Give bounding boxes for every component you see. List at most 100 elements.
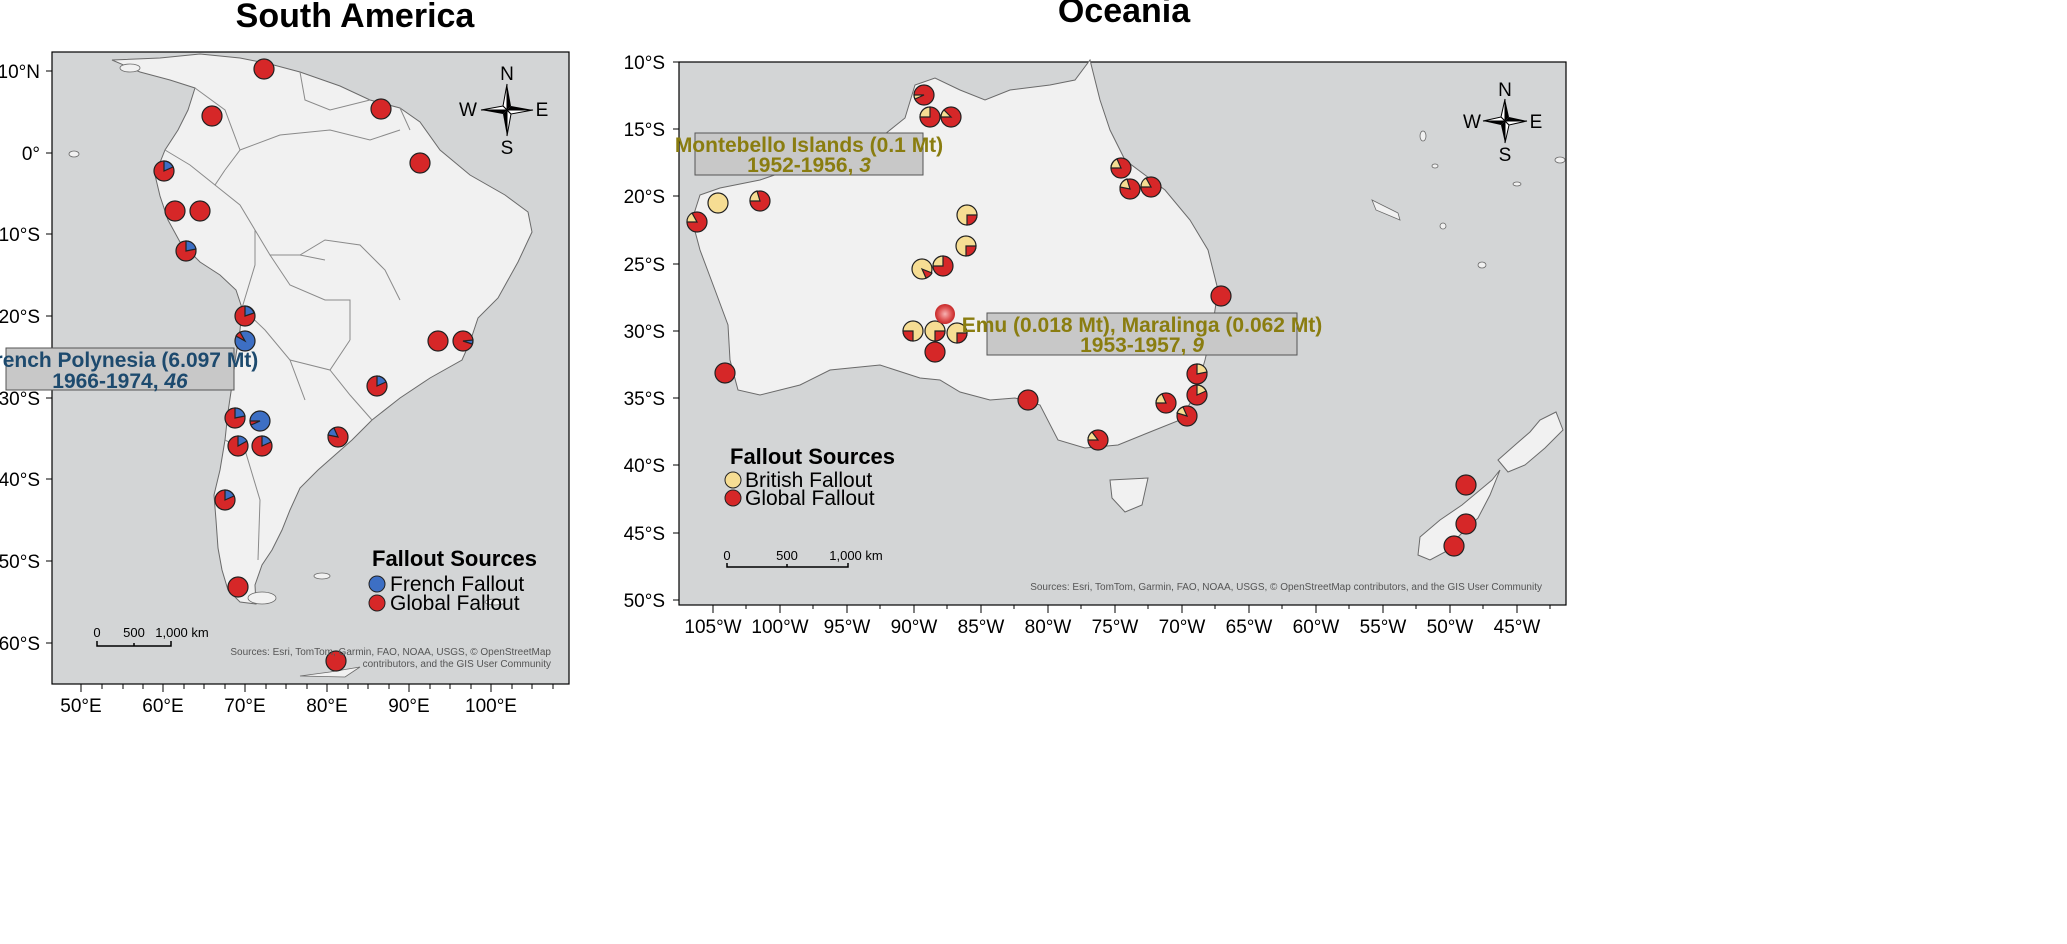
oc-lon-tick-label: 85°W	[958, 617, 1005, 638]
sources-credit-line-1: Sources: Esri, TomTom, Garmin, FAO, NOAA…	[230, 647, 551, 658]
site-marker-global	[1455, 474, 1477, 496]
site-marker-global	[164, 200, 186, 222]
site-marker-global	[189, 200, 211, 222]
site-marker-global	[409, 152, 431, 174]
site-marker-mixed	[924, 320, 946, 342]
south-america-landmass	[111, 53, 533, 605]
site-marker-mixed	[1155, 392, 1177, 414]
site-marker-mixed	[932, 255, 954, 277]
site-marker-british	[707, 192, 729, 214]
oceania-compass: N S W E	[1463, 80, 1542, 166]
legend-swatch-global	[724, 489, 742, 507]
site-marker-mixed	[1110, 157, 1132, 179]
site-marker-mixed	[911, 258, 933, 280]
emu-maralinga-annotation: Emu (0.018 Mt), Maralinga (0.062 Mt) 195…	[962, 312, 1323, 357]
oc-lon-tick-label: 100°W	[751, 617, 808, 638]
sa-lon-tick-label: 100°E	[465, 696, 517, 717]
south-america-site-markers	[153, 58, 474, 672]
site-marker-mixed	[251, 435, 273, 457]
oc-lon-tick-label: 90°W	[891, 617, 938, 638]
site-marker-mixed	[1176, 405, 1198, 427]
annotation-years: 1966-1974, 46	[52, 370, 188, 393]
sa-lon-tick-label: 60°E	[142, 696, 183, 717]
oceania-lat-axis	[673, 61, 679, 601]
site-marker-mixed	[249, 410, 271, 432]
site-marker-mixed	[1186, 384, 1208, 406]
oc-lon-tick-label: 65°W	[1226, 617, 1273, 638]
scale-label-1000: 1,000 km	[829, 548, 882, 563]
compass-north-label: N	[1498, 80, 1512, 101]
site-marker-mixed	[902, 320, 924, 342]
south-america-title: South America	[236, 0, 476, 35]
tasmania-landmass	[1109, 477, 1149, 513]
site-marker-mixed	[686, 211, 708, 233]
oc-lat-tick-label: 30°S	[624, 322, 665, 343]
oc-lon-tick-label: 45°W	[1494, 617, 1541, 638]
site-marker-global	[253, 58, 275, 80]
site-marker-mixed	[955, 235, 977, 257]
french-polynesia-annotation: French Polynesia (6.097 Mt) 1966-1974, 4…	[0, 347, 258, 393]
oc-lat-tick-label: 20°S	[624, 187, 665, 208]
site-marker-mixed	[749, 190, 771, 212]
site-marker-global	[325, 650, 347, 672]
sa-lat-tick-label: 60°S	[0, 634, 40, 655]
compass-south-label: S	[501, 138, 514, 159]
legend-swatch-french	[368, 575, 386, 593]
site-marker-global	[201, 105, 223, 127]
oc-lat-tick-label: 35°S	[624, 389, 665, 410]
site-marker-mixed	[1140, 176, 1162, 198]
site-marker-mixed	[1119, 178, 1141, 200]
oceania-legend: Fallout Sources British Fallout Global F…	[724, 444, 895, 510]
oc-lon-tick-label: 50°W	[1427, 617, 1474, 638]
legend-swatch-global	[368, 594, 386, 612]
montebello-annotation: Montebello Islands (0.1 Mt) 1952-1956, 3	[675, 132, 943, 177]
site-marker-mixed	[153, 160, 175, 182]
oc-lon-tick-label: 80°W	[1025, 617, 1072, 638]
compass-south-label: S	[1499, 145, 1512, 166]
sa-lat-tick-label: 10°N	[0, 62, 40, 83]
sources-credit-line-2: contributors, and the GIS User Community	[363, 659, 551, 670]
scale-label-0: 0	[93, 625, 100, 640]
annotation-years: 1952-1956, 3	[747, 154, 871, 177]
annotation-title: Montebello Islands (0.1 Mt)	[675, 134, 943, 157]
legend-item-french: French Fallout	[390, 573, 524, 596]
sa-lat-tick-label: 10°S	[0, 225, 40, 246]
site-marker-mixed	[452, 330, 474, 352]
annotation-years: 1953-1957, 9	[1080, 334, 1204, 357]
annotation-test-count: 3	[859, 154, 871, 177]
scale-label-500: 500	[123, 625, 145, 640]
compass-east-label: E	[1530, 112, 1543, 133]
legend-swatch-british	[724, 471, 742, 489]
site-marker-mixed	[214, 489, 236, 511]
site-marker-mixed	[1186, 363, 1208, 385]
legend-item-global: Global Fallout	[745, 487, 875, 510]
oc-lat-tick-label: 10°S	[624, 53, 665, 74]
scale-label-0: 0	[723, 548, 730, 563]
scale-label-500: 500	[776, 548, 798, 563]
new-zealand-landmass	[1417, 469, 1501, 561]
site-marker-mixed	[227, 435, 249, 457]
oc-lat-tick-label: 50°S	[624, 591, 665, 612]
oc-lat-tick-label: 15°S	[624, 120, 665, 141]
site-marker-global	[427, 330, 449, 352]
site-marker-mixed	[940, 106, 962, 128]
site-marker-global	[1455, 513, 1477, 535]
sa-lon-tick-label: 70°E	[224, 696, 265, 717]
sources-credit: Sources: Esri, TomTom, Garmin, FAO, NOAA…	[1030, 582, 1542, 593]
annotation-year-range: 1952-1956,	[747, 154, 859, 177]
oc-lat-tick-label: 40°S	[624, 456, 665, 477]
site-marker-mixed	[956, 204, 978, 226]
south-america-legend: Fallout Sources French Fallout Global Fa…	[368, 546, 537, 615]
site-marker-mixed	[234, 305, 256, 327]
annotation-title: Emu (0.018 Mt), Maralinga (0.062 Mt)	[962, 314, 1323, 337]
annotation-title: French Polynesia (6.097 Mt)	[0, 349, 258, 372]
site-marker-global	[370, 98, 392, 120]
sa-lat-tick-label: 20°S	[0, 307, 40, 328]
legend-title: Fallout Sources	[372, 546, 537, 571]
annotation-test-count: 46	[163, 370, 188, 393]
site-marker-global	[1443, 535, 1465, 557]
south-america-panel: South America	[0, 0, 570, 717]
oceania-islands	[1371, 130, 1566, 269]
oc-lon-tick-label: 95°W	[824, 617, 871, 638]
